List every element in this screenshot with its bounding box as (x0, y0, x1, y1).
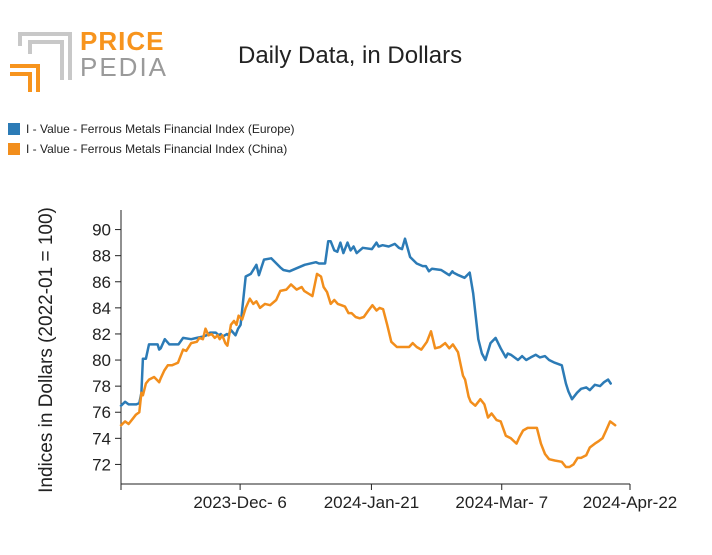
chart-title: Daily Data, in Dollars (238, 42, 463, 69)
legend-item-europe[interactable]: I - Value - Ferrous Metals Financial Ind… (8, 119, 295, 139)
legend-label-europe: I - Value - Ferrous Metals Financial Ind… (26, 122, 295, 136)
logo-mark-icon (10, 32, 72, 92)
y-axis: 72 74 76 78 80 82 84 86 88 90 (92, 210, 122, 484)
y-tick-label: 78 (92, 377, 111, 396)
x-axis: 2023-Dec- 6 2024-Jan-21 2024-Mar- 7 2024-Ap… (120, 483, 678, 512)
legend-swatch-china (8, 143, 20, 155)
y-tick-label: 86 (92, 273, 111, 292)
y-tick-label: 82 (92, 325, 111, 344)
y-tick-label: 74 (92, 429, 111, 448)
x-tick-label: 2023-Dec- 6 (193, 493, 287, 512)
series-line-china (119, 272, 617, 469)
x-tick-label: 2024-Apr-22 (583, 493, 678, 512)
chart-legend: I - Value - Ferrous Metals Financial Ind… (8, 119, 295, 159)
logo-text-price: PRICE (80, 26, 165, 56)
legend-item-china[interactable]: I - Value - Ferrous Metals Financial Ind… (8, 139, 295, 159)
y-tick-label: 72 (92, 455, 111, 474)
series-line-europe (119, 237, 612, 407)
legend-label-china: I - Value - Ferrous Metals Financial Ind… (26, 142, 288, 156)
logo-text-pedia: PEDIA (80, 52, 169, 82)
y-tick-label: 88 (92, 247, 111, 266)
x-tick-label: 2024-Mar- 7 (455, 493, 548, 512)
series-layer (119, 237, 617, 469)
legend-swatch-europe (8, 123, 20, 135)
x-tick-label: 2024-Jan-21 (324, 493, 419, 512)
y-tick-label: 84 (92, 299, 111, 318)
y-tick-label: 80 (92, 351, 111, 370)
y-tick-label: 90 (92, 221, 111, 240)
y-axis-title: Indices in Dollars (2022-01 = 100) (36, 207, 57, 493)
y-tick-label: 76 (92, 403, 111, 422)
pricepedia-logo: PRICE PEDIA (6, 22, 166, 94)
